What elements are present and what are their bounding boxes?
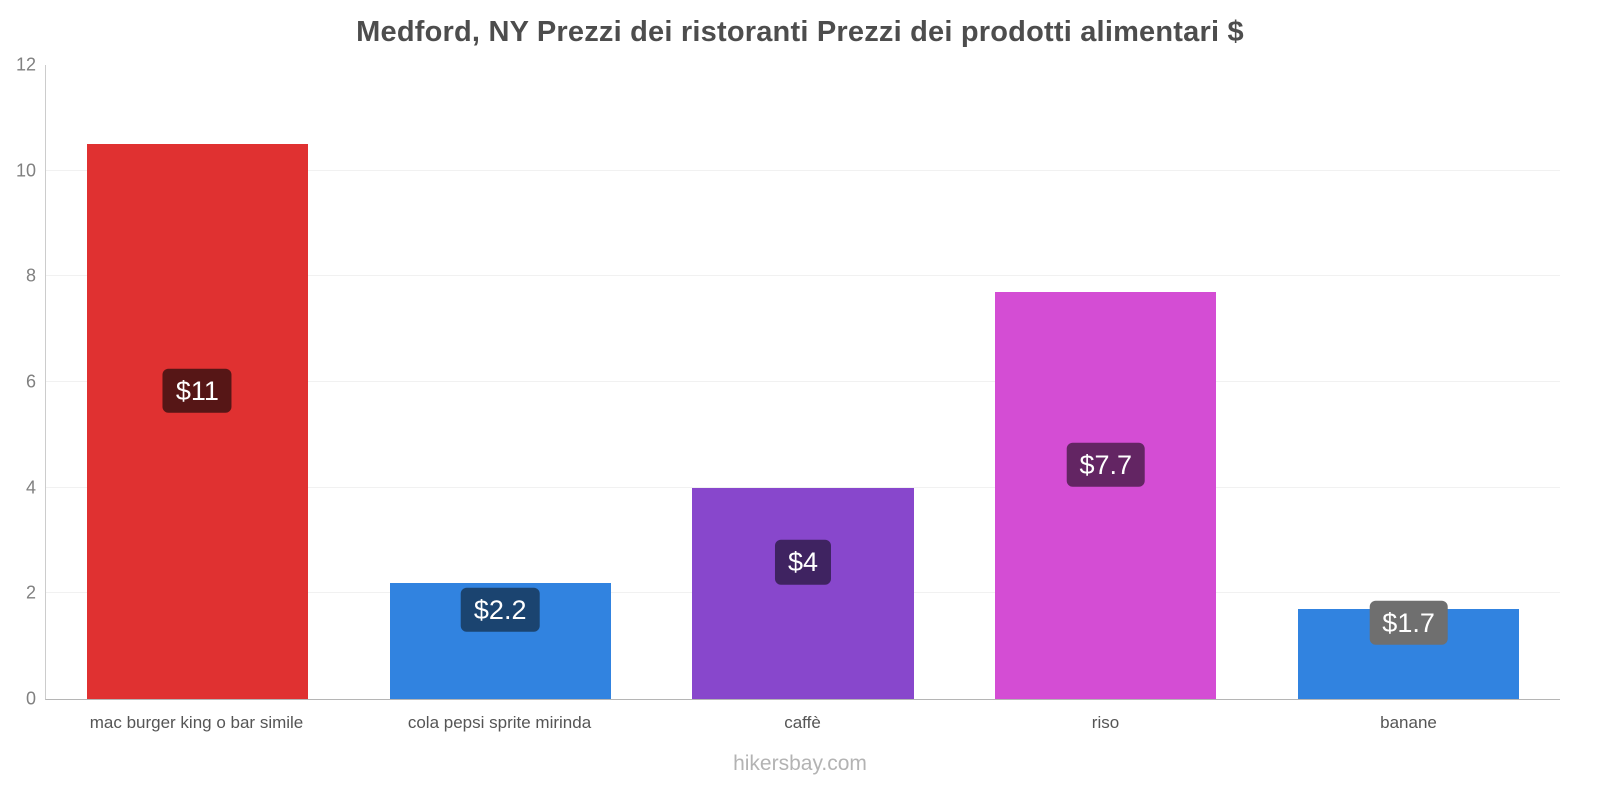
bar-slot: $2.2	[349, 65, 652, 699]
bar-5[interactable]: $1.7	[1298, 600, 1520, 699]
y-tick-label: 4	[25, 477, 36, 498]
bar-2[interactable]: $2.2	[389, 582, 611, 699]
bar-value-label: $1.7	[1369, 600, 1448, 646]
bar-slot: $4	[652, 65, 955, 699]
watermark: hikersbay.com	[733, 752, 867, 775]
gridline	[46, 169, 1560, 171]
bar-value-label: $11	[162, 368, 232, 413]
bar-4[interactable]: $7.7	[995, 292, 1217, 699]
gridline	[46, 486, 1560, 488]
y-tick-label: 0	[25, 688, 36, 709]
chart-title: Medford, NY Prezzi dei ristoranti Prezzi…	[356, 16, 1244, 48]
gridline	[46, 275, 1560, 277]
y-tick-label: 8	[25, 265, 36, 286]
bar-slot: $1.7	[1257, 65, 1560, 699]
y-tick-label: 2	[25, 582, 36, 603]
x-axis-label: cola pepsi sprite mirinda	[407, 713, 592, 732]
bar-value-label: $4	[774, 540, 832, 585]
y-tick-label: 6	[25, 371, 36, 392]
x-axis-label: mac burger king o bar simile	[89, 713, 304, 732]
x-axis-label: riso	[1091, 713, 1120, 732]
x-axis: mac burger king o bar simile cola pepsi s…	[45, 713, 1560, 733]
y-tick-label: 12	[15, 54, 36, 75]
bar-1[interactable]: $11	[86, 144, 308, 699]
bar-slot: $11	[46, 65, 349, 699]
x-axis-label: banane	[1380, 713, 1437, 732]
plot-area: 0 2 4 6 8 10 12 $11 $2.2 $4 $7.7 $1.7	[16, 55, 1560, 709]
gridline	[46, 381, 1560, 382]
bar-slot: $7.7	[954, 65, 1257, 699]
y-tick-label: 10	[15, 160, 36, 181]
x-axis-label: caffè	[784, 713, 821, 732]
bar-value-label: $7.7	[1066, 442, 1146, 487]
bar-value-label: $2.2	[460, 587, 540, 633]
bar-3[interactable]: $4	[692, 487, 914, 699]
